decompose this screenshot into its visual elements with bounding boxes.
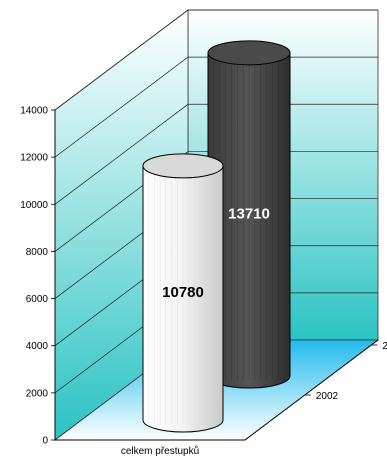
y-tick-label: 8000 [26, 247, 49, 258]
data-label: 10780 [162, 284, 204, 301]
bar-top [142, 153, 224, 179]
data-label: 13710 [228, 205, 270, 222]
y-tick-label: 4000 [26, 341, 49, 352]
bar-top [207, 40, 291, 66]
y-tick-label: 10000 [20, 200, 48, 211]
y-tick-label: 12000 [20, 153, 48, 164]
depth-axis [244, 339, 379, 441]
tick-labels: 0 2000 4000 6000 8000 10000 12000 14000 celkem p… [20, 106, 387, 458]
series-label: 2003 [382, 341, 387, 352]
y-tick-label: 14000 [20, 106, 48, 117]
y-tick-label: 6000 [26, 294, 49, 305]
gridline [54, 151, 378, 252]
axes [51, 109, 379, 441]
series-label: 2002 [316, 391, 339, 402]
bars: 13710 10780 [142, 40, 291, 433]
y-tick-label: 2000 [26, 388, 49, 399]
y-tick-label: 0 [42, 436, 48, 447]
bar: 10780 [142, 153, 224, 433]
gridline [54, 56, 378, 158]
gridline [54, 103, 378, 205]
bar: 13710 [207, 40, 291, 389]
x-tick-label: celkem přestupků [121, 445, 199, 457]
gridline [54, 9, 378, 111]
